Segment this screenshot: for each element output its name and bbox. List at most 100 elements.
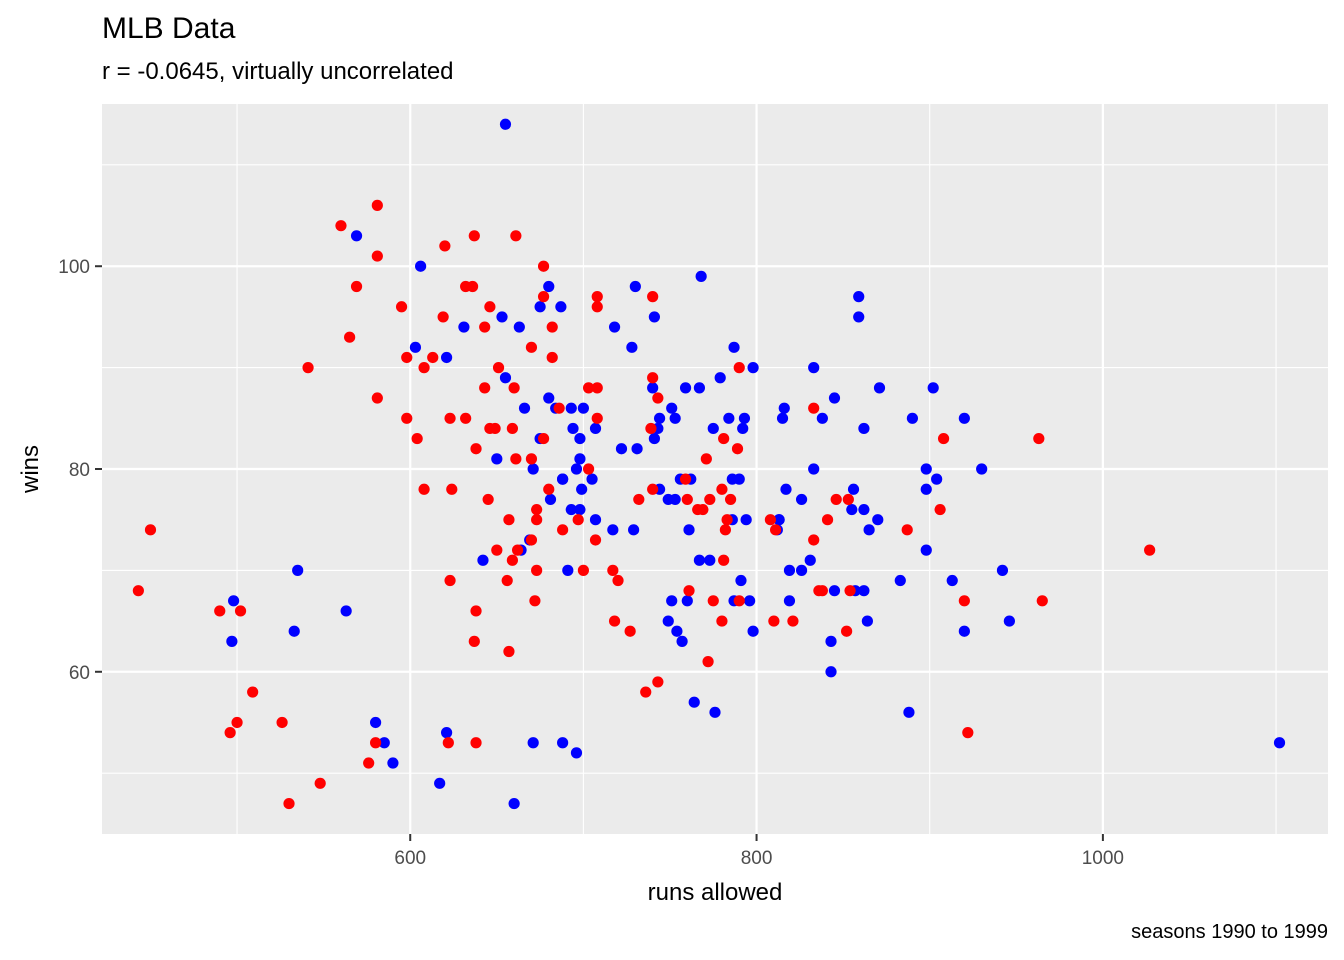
data-point	[669, 493, 681, 506]
data-point	[479, 382, 491, 394]
data-point	[693, 554, 706, 566]
data-point	[652, 392, 664, 404]
data-point	[681, 595, 693, 607]
data-point	[735, 574, 747, 587]
data-point	[976, 463, 988, 475]
data-point	[608, 615, 621, 627]
data-point	[645, 422, 657, 435]
data-point	[570, 463, 583, 475]
data-point	[537, 260, 550, 272]
data-points	[132, 118, 1286, 810]
data-point	[557, 524, 569, 536]
data-point	[409, 341, 422, 353]
data-point	[468, 635, 480, 647]
data-point	[470, 737, 482, 749]
data-point	[816, 412, 828, 424]
data-point	[525, 341, 538, 353]
data-point	[531, 564, 543, 576]
data-point	[648, 432, 660, 445]
data-point	[529, 595, 541, 607]
data-point	[718, 554, 730, 566]
data-point	[731, 443, 744, 455]
data-point	[825, 666, 837, 678]
grid-major	[102, 104, 1328, 834]
data-point	[863, 524, 875, 536]
data-point	[724, 493, 737, 506]
data-point	[543, 392, 555, 404]
data-point	[693, 382, 706, 394]
data-point	[647, 382, 659, 394]
data-point	[427, 351, 439, 364]
data-point	[283, 797, 295, 810]
data-point	[648, 311, 660, 323]
data-point	[440, 351, 453, 364]
data-point	[683, 524, 695, 536]
y-tick-label: 60	[69, 663, 90, 684]
data-point	[466, 280, 479, 293]
data-point	[607, 564, 619, 576]
data-point	[628, 524, 640, 536]
data-point	[503, 645, 515, 658]
data-point	[669, 412, 681, 424]
data-point	[607, 524, 619, 536]
data-point	[340, 605, 352, 617]
data-point	[224, 727, 236, 739]
chart-title: MLB Data	[102, 12, 236, 45]
data-point	[858, 422, 870, 435]
data-point	[589, 422, 602, 435]
data-point	[442, 737, 454, 749]
data-point	[439, 240, 451, 252]
data-point	[747, 362, 759, 374]
data-point	[679, 473, 692, 485]
data-point	[234, 605, 247, 617]
data-point	[1273, 737, 1286, 749]
data-point	[721, 514, 733, 526]
data-point	[962, 727, 974, 739]
data-point	[958, 625, 970, 637]
data-point	[676, 635, 688, 647]
data-point	[589, 514, 602, 526]
data-point	[477, 554, 489, 566]
data-point	[631, 443, 643, 455]
data-point	[707, 422, 719, 435]
data-point	[458, 321, 470, 333]
data-point	[804, 554, 816, 566]
data-point	[344, 331, 356, 343]
data-point	[858, 585, 870, 597]
data-point	[440, 727, 453, 739]
data-point	[546, 351, 558, 364]
data-point	[920, 463, 932, 475]
data-point	[1036, 595, 1048, 607]
data-point	[444, 412, 456, 424]
data-point	[828, 585, 841, 597]
data-point	[144, 524, 157, 536]
x-axis-ticks: 600 800 1000	[394, 834, 1124, 869]
data-point	[387, 757, 399, 769]
data-point	[479, 321, 491, 333]
data-point	[460, 412, 472, 424]
data-point	[537, 291, 550, 303]
data-point	[825, 635, 837, 647]
data-point	[666, 595, 678, 607]
data-point	[709, 706, 721, 718]
data-point	[446, 483, 458, 495]
chart-caption: seasons 1990 to 1999	[1131, 921, 1328, 943]
data-point	[808, 402, 820, 414]
data-point	[733, 595, 745, 607]
data-point	[707, 595, 719, 607]
data-point	[780, 483, 792, 495]
data-point	[546, 321, 558, 333]
data-point	[527, 737, 539, 749]
data-point	[714, 372, 726, 384]
data-point	[718, 432, 730, 445]
data-point	[728, 341, 740, 353]
data-point	[553, 402, 565, 414]
x-tick-label: 1000	[1082, 848, 1124, 869]
data-point	[647, 372, 659, 384]
data-point	[491, 544, 503, 556]
data-point	[647, 291, 659, 303]
data-point	[872, 514, 884, 526]
data-point	[795, 493, 808, 506]
data-point	[704, 493, 716, 506]
